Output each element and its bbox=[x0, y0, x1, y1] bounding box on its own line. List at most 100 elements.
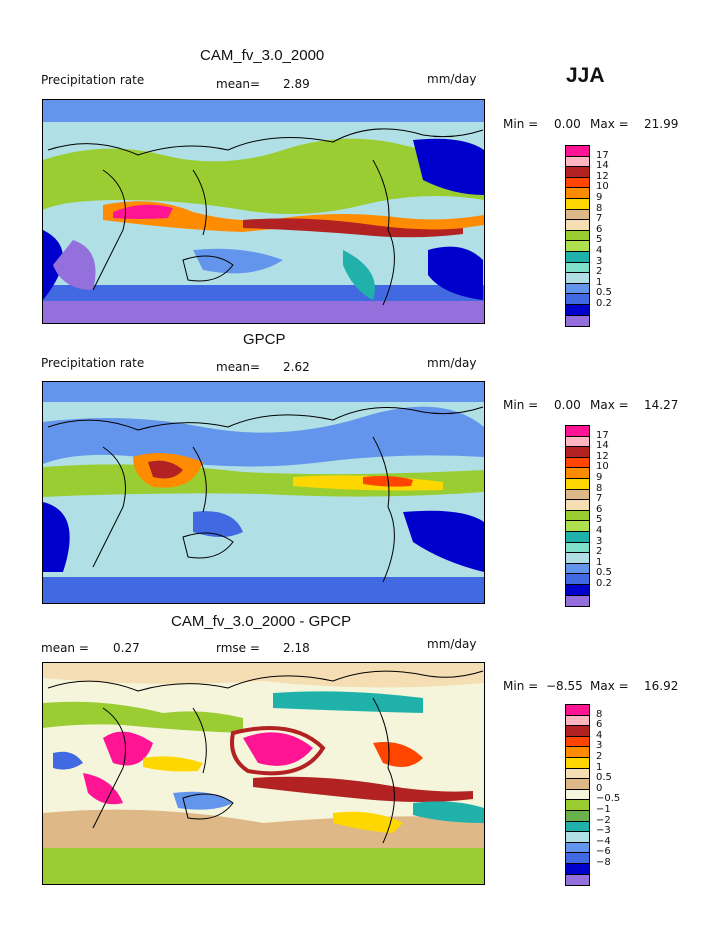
colorbar-tick-label: 0.2 bbox=[596, 578, 612, 589]
colorbar-swatch bbox=[566, 832, 589, 843]
colorbar-swatch bbox=[566, 510, 589, 522]
colorbar-swatch bbox=[566, 853, 589, 864]
colorbar-swatch bbox=[566, 436, 589, 448]
colorbar-swatch bbox=[566, 283, 589, 295]
colorbar-tick-label: 8 bbox=[596, 202, 603, 214]
panel-2-title: GPCP bbox=[243, 331, 286, 348]
colorbar-swatch bbox=[566, 542, 589, 554]
colorbar-swatch bbox=[566, 574, 589, 585]
panel-1-title: CAM_fv_3.0_2000 bbox=[200, 47, 325, 64]
colorbar-tick-label: 0.5 bbox=[596, 772, 612, 784]
panel-2-colorbar bbox=[565, 425, 590, 608]
colorbar-tick-label: 3 bbox=[596, 535, 603, 547]
colorbar-tick-label: 7 bbox=[596, 493, 603, 505]
colorbar-swatch bbox=[566, 521, 589, 532]
panel-3-left-value: 0.27 bbox=[113, 641, 140, 655]
colorbar-tick-label: 1 bbox=[596, 276, 603, 288]
colorbar-tick-label: 8 bbox=[596, 708, 603, 720]
colorbar-swatch bbox=[566, 553, 589, 564]
colorbar-swatch bbox=[566, 874, 589, 886]
colorbar-swatch bbox=[566, 715, 589, 727]
panel-2-max-label: Max = bbox=[590, 398, 629, 412]
colorbar-tick-label: 6 bbox=[596, 223, 603, 235]
colorbar-tick-label: −0.5 bbox=[596, 793, 621, 805]
colorbar-swatch bbox=[566, 241, 589, 252]
colorbar-swatch bbox=[566, 489, 589, 501]
colorbar-tick-label: 14 bbox=[596, 160, 609, 172]
colorbar-tick-label: −6 bbox=[596, 846, 611, 858]
colorbar-tick-label: 7 bbox=[596, 213, 603, 225]
panel-1-colorbar bbox=[565, 145, 590, 328]
colorbar-swatch bbox=[566, 531, 589, 543]
colorbar-tick-label: 2 bbox=[596, 751, 603, 762]
colorbar-swatch bbox=[566, 209, 589, 221]
panel-1-max-value: 21.99 bbox=[644, 117, 679, 131]
panel-1-map bbox=[42, 99, 485, 324]
panel-3-max-label: Max = bbox=[590, 679, 629, 693]
colorbar-tick-label: 17 bbox=[596, 149, 609, 161]
colorbar-swatch bbox=[566, 500, 589, 511]
colorbar-tick-label: 12 bbox=[596, 450, 609, 462]
colorbar-swatch bbox=[566, 705, 589, 716]
colorbar-swatch bbox=[566, 800, 589, 811]
panel-1-map-field bbox=[43, 100, 484, 323]
panel-1-mean-label: mean= bbox=[216, 77, 261, 91]
colorbar-tick-label: 2 bbox=[596, 546, 603, 558]
colorbar-swatch bbox=[566, 842, 589, 854]
panel-3-rmse-value: 2.18 bbox=[283, 641, 310, 655]
colorbar-tick-label: 6 bbox=[596, 503, 603, 515]
colorbar-swatch bbox=[566, 315, 589, 327]
panel-2-min-label: Min = bbox=[503, 398, 539, 412]
colorbar-tick-label: 10 bbox=[596, 461, 609, 473]
colorbar-swatch bbox=[566, 156, 589, 168]
panel-2-map bbox=[42, 381, 485, 604]
colorbar-swatch bbox=[566, 167, 589, 178]
colorbar-swatch bbox=[566, 304, 589, 316]
colorbar-tick-label: 4 bbox=[596, 525, 603, 536]
panel-1-units: mm/day bbox=[427, 72, 477, 86]
colorbar-swatch bbox=[566, 220, 589, 231]
colorbar-tick-label: 9 bbox=[596, 472, 603, 483]
panel-3-min-label: Min = bbox=[503, 679, 539, 693]
colorbar-swatch bbox=[566, 584, 589, 596]
colorbar-tick-label: 14 bbox=[596, 440, 609, 452]
colorbar-swatch bbox=[566, 736, 589, 748]
colorbar-tick-label: 8 bbox=[596, 482, 603, 494]
colorbar-swatch bbox=[566, 457, 589, 469]
colorbar-swatch bbox=[566, 789, 589, 801]
panel-3-title: CAM_fv_3.0_2000 - GPCP bbox=[171, 613, 352, 630]
colorbar-tick-label: 0.2 bbox=[596, 298, 612, 309]
panel-3-max-value: 16.92 bbox=[644, 679, 679, 693]
colorbar-swatch bbox=[566, 294, 589, 305]
colorbar-swatch bbox=[566, 198, 589, 210]
colorbar-tick-label: −1 bbox=[596, 804, 611, 815]
colorbar-swatch bbox=[566, 810, 589, 822]
colorbar-swatch bbox=[566, 821, 589, 833]
panel-1-mean-value: 2.89 bbox=[283, 77, 310, 91]
season-title: JJA bbox=[566, 64, 605, 87]
colorbar-tick-label: 5 bbox=[596, 514, 603, 526]
colorbar-swatch bbox=[566, 757, 589, 769]
colorbar-tick-label: 1 bbox=[596, 556, 603, 568]
colorbar-tick-label: −2 bbox=[596, 814, 611, 826]
colorbar-swatch bbox=[566, 768, 589, 780]
colorbar-tick-label: 1 bbox=[596, 761, 603, 773]
colorbar-tick-label: 9 bbox=[596, 192, 603, 203]
colorbar-swatch bbox=[566, 177, 589, 189]
colorbar-swatch bbox=[566, 478, 589, 490]
colorbar-tick-label: 4 bbox=[596, 729, 603, 741]
colorbar-swatch bbox=[566, 779, 589, 790]
colorbar-tick-label: 4 bbox=[596, 245, 603, 256]
colorbar-swatch bbox=[566, 273, 589, 284]
panel-2-max-value: 14.27 bbox=[644, 398, 679, 412]
panel-3-map-field bbox=[43, 663, 484, 884]
colorbar-tick-label: 10 bbox=[596, 181, 609, 193]
panel-2-map-field bbox=[43, 382, 484, 603]
panel-3-colorbar bbox=[565, 704, 590, 887]
colorbar-tick-label: 0.5 bbox=[596, 567, 612, 579]
panel-2-mean-value: 2.62 bbox=[283, 360, 310, 374]
colorbar-swatch bbox=[566, 251, 589, 263]
colorbar-swatch bbox=[566, 230, 589, 242]
colorbar-swatch bbox=[566, 863, 589, 875]
panel-3-rmse-label: rmse = bbox=[216, 641, 260, 655]
